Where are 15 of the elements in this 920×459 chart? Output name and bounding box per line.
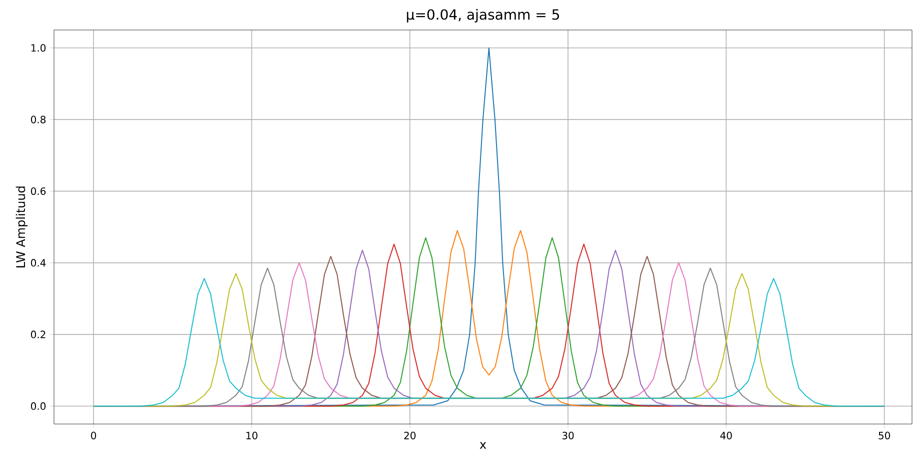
y-tick-label: 0.6: [30, 187, 46, 195]
chart-title: μ=0.04, ajasamm = 5: [406, 8, 559, 22]
y-tick-label: 1.0: [31, 44, 46, 52]
x-tick-label: 50: [878, 432, 890, 440]
y-tick-label: 0.8: [30, 116, 46, 124]
x-tick-label: 20: [404, 432, 416, 440]
y-tick-label: 0.2: [30, 330, 46, 338]
x-tick-label: 10: [246, 432, 258, 440]
y-axis-title: LW Amplituud: [16, 186, 28, 268]
x-tick-label: 30: [562, 432, 574, 440]
x-axis-title: x: [480, 442, 486, 449]
y-tick-label: 0.4: [30, 259, 46, 267]
y-tick-label: 0.0: [30, 402, 46, 410]
x-tick-label: 40: [720, 432, 732, 440]
x-tick-label: 0: [91, 432, 96, 440]
